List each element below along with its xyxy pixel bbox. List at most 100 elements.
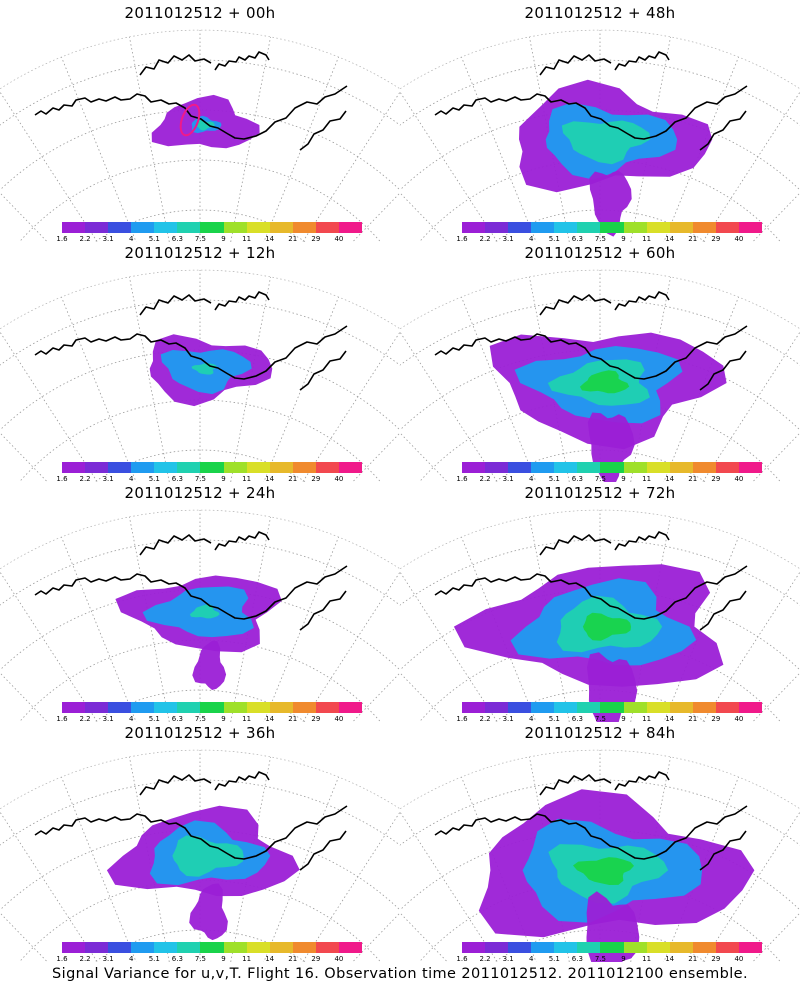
colorbar-segment xyxy=(177,702,201,713)
coastline xyxy=(299,350,347,391)
latitude-gridline xyxy=(3,879,397,962)
colorbar-tick-label: 3.1 xyxy=(102,715,114,723)
latitude-gridline xyxy=(403,159,797,242)
colorbar-segment xyxy=(531,942,555,953)
colorbar-tick-label: 9 xyxy=(221,475,226,483)
coastline xyxy=(34,805,348,860)
colorbar-segment xyxy=(338,942,363,953)
colorbar-tick-label: 9 xyxy=(621,715,626,723)
colorbar-segment xyxy=(462,942,486,953)
colorbar-tick-label: 29 xyxy=(711,475,721,483)
colorbar-segment xyxy=(223,222,247,233)
meridian-gridline xyxy=(300,853,400,962)
coastline xyxy=(614,51,670,71)
polar-map xyxy=(400,29,800,242)
meridian-gridline xyxy=(253,56,339,242)
map-panel: 2011012512 + 84h 1.6 2.2 3.1 4 5.1 6.3 7.5 9 11 14… xyxy=(400,720,800,963)
variance-shading xyxy=(589,170,632,237)
colorbar-segment xyxy=(177,222,201,233)
colorbar-segment xyxy=(623,702,647,713)
colorbar-segment xyxy=(623,462,647,473)
colorbar-segment xyxy=(62,462,86,473)
coastline xyxy=(699,350,747,391)
meridian-gridline xyxy=(0,187,82,242)
meridian-gridline xyxy=(400,613,500,722)
latitude-gridline xyxy=(0,109,400,234)
meridian-gridline xyxy=(318,427,400,482)
colorbar-tick-label: 14 xyxy=(265,235,275,243)
coastline xyxy=(214,531,270,551)
colorbar-tick-label: 2.2 xyxy=(479,235,491,243)
colorbar-tick-label: 3.1 xyxy=(102,955,114,963)
colorbar-tick-label: 11 xyxy=(242,715,252,723)
colorbar-tick-label: 2.2 xyxy=(79,955,91,963)
meridian-gridline xyxy=(0,329,122,482)
coastline xyxy=(614,291,670,311)
colorbar-segment xyxy=(200,222,224,233)
colorbar-tick-label: 4 xyxy=(128,235,134,243)
colorbar xyxy=(62,462,363,473)
colorbar-segment xyxy=(108,222,132,233)
meridian-gridline xyxy=(0,427,82,482)
colorbar-tick-label: 1.6 xyxy=(456,955,468,963)
colorbar-segment xyxy=(131,942,155,953)
colorbar-tick-label: 1.6 xyxy=(456,475,468,483)
colorbar-segment xyxy=(738,462,763,473)
colorbar-tick-label: 6.3 xyxy=(171,955,183,963)
meridian-gridline xyxy=(300,133,400,242)
colorbar-tick-label: 29 xyxy=(311,715,321,723)
latitude-gridline xyxy=(400,349,800,474)
colorbar-tick-label: 7.5 xyxy=(594,235,607,243)
colorbar-segment xyxy=(462,222,486,233)
coastline xyxy=(699,830,747,871)
colorbar-tick-label: 4 xyxy=(528,475,534,483)
colorbar-tick-label: 9 xyxy=(221,955,226,963)
colorbar-segment xyxy=(577,462,601,473)
colorbar-segment xyxy=(485,702,509,713)
colorbar-segment xyxy=(246,942,270,953)
colorbar-tick-label: 1.6 xyxy=(56,715,68,723)
colorbar-segment xyxy=(692,702,716,713)
colorbar-segment xyxy=(485,462,509,473)
colorbar-segment xyxy=(554,222,578,233)
coastline xyxy=(699,110,747,151)
meridian-gridline xyxy=(400,133,500,242)
meridian-gridline xyxy=(718,427,800,482)
colorbar-segment xyxy=(738,702,763,713)
meridian-gridline xyxy=(718,187,800,242)
meridian-gridline xyxy=(400,373,500,482)
colorbar-segment xyxy=(715,222,739,233)
colorbar-tick-label: 1.6 xyxy=(56,955,68,963)
coastline xyxy=(214,291,270,311)
meridian-gridline xyxy=(318,667,400,722)
colorbar-segment xyxy=(692,462,716,473)
polar-map xyxy=(0,509,400,722)
meridian-gridline xyxy=(278,329,400,482)
colorbar-tick-label: 11 xyxy=(642,475,652,483)
meridian-gridline xyxy=(700,853,800,962)
colorbar-segment xyxy=(315,222,339,233)
colorbar-segment xyxy=(62,222,86,233)
meridian-gridline xyxy=(718,907,800,962)
colorbar xyxy=(62,702,363,713)
colorbar-segment xyxy=(577,942,601,953)
colorbar-segment xyxy=(177,462,201,473)
meridian-gridline xyxy=(0,809,122,962)
latitude-gridline xyxy=(403,879,797,962)
colorbar-segment xyxy=(577,222,601,233)
colorbar xyxy=(462,222,763,233)
latitude-gridline xyxy=(3,399,397,482)
colorbar-segment xyxy=(269,702,293,713)
colorbar-segment xyxy=(554,942,578,953)
colorbar-segment xyxy=(292,462,316,473)
map-panel: 2011012512 + 72h 1.6 2.2 3.1 4 5.1 6.3 7.5 9 11 14… xyxy=(400,480,800,723)
colorbar-labels: 1.6 2.2 3.1 4 5.1 6.3 7.5 9 11 14 21 29 40 xyxy=(456,235,762,245)
map-panel: 2011012512 + 00h 1.6 2.2 3.1 4 5.1 6.3 7.5 9 11 14… xyxy=(0,0,400,243)
meridian-gridline xyxy=(278,569,400,722)
colorbar-segment xyxy=(246,702,270,713)
polar-map xyxy=(0,749,400,962)
colorbar-tick-label: 4 xyxy=(528,715,534,723)
colorbar-tick-label: 3.1 xyxy=(102,475,114,483)
coastline xyxy=(34,325,348,380)
meridian-gridline xyxy=(129,36,173,242)
